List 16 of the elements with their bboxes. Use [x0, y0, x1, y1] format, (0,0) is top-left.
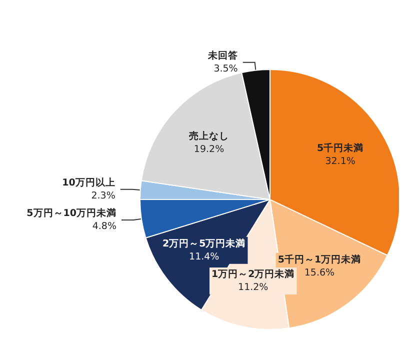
slice-label: 5万円～10万円未満	[26, 207, 116, 220]
slice-label: 5千円未満	[317, 142, 364, 154]
data-label: 3.5%	[214, 63, 238, 74]
data-label: 2.3%	[91, 190, 116, 202]
slice-label: 5千円～1万円未満	[278, 253, 362, 266]
data-label: 32.1%	[325, 156, 356, 168]
slice-label: 2万円～5万円未満	[162, 237, 246, 250]
data-label: 19.2%	[194, 144, 224, 155]
slice-label: 売上なし	[189, 130, 230, 142]
data-label: 4.8%	[92, 221, 116, 232]
data-label: 11.4%	[189, 251, 220, 262]
data-label: 11.2%	[238, 282, 268, 293]
slice-label: 未回答	[206, 49, 238, 62]
slice-label: 1万円～2万円未満	[212, 268, 295, 280]
slice-label: 10万円以上	[62, 176, 116, 188]
data-label: 15.6%	[304, 267, 335, 278]
